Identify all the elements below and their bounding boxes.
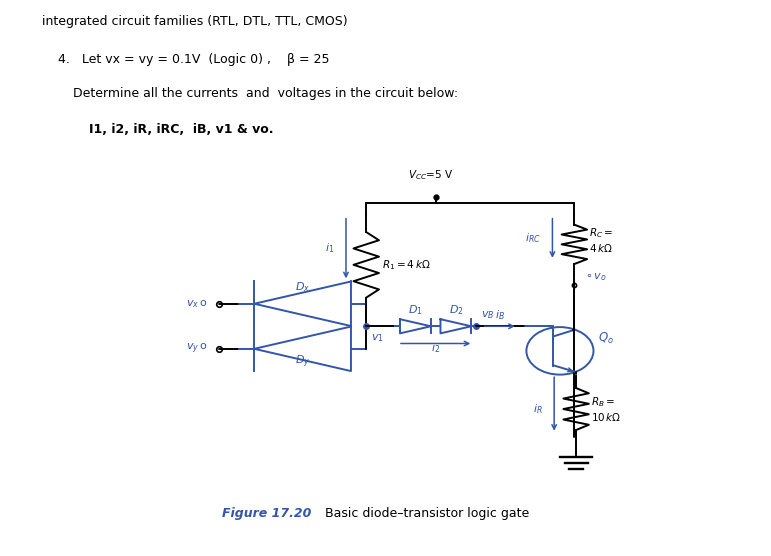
Text: $R_C=$
$4\,k\Omega$: $R_C=$ $4\,k\Omega$ [589, 226, 613, 254]
Text: $v_y\,$o: $v_y\,$o [186, 341, 207, 356]
Text: $i_{RC}$: $i_{RC}$ [525, 231, 541, 245]
Text: $D_x$: $D_x$ [295, 281, 310, 295]
Text: $D_2$: $D_2$ [449, 303, 463, 316]
Text: $i_R$: $i_R$ [533, 402, 543, 416]
Text: $\circ\,v_o$: $\circ\,v_o$ [584, 271, 607, 283]
Text: 4.   Let vx = vy = 0.1V  (Logic 0) ,    β = 25: 4. Let vx = vy = 0.1V (Logic 0) , β = 25 [58, 53, 329, 66]
Text: integrated circuit families (RTL, DTL, TTL, CMOS): integrated circuit families (RTL, DTL, T… [42, 15, 348, 28]
Text: $v_x\,$o: $v_x\,$o [186, 298, 207, 310]
Text: $D_1$: $D_1$ [408, 303, 423, 316]
Text: Figure 17.20: Figure 17.20 [222, 507, 311, 520]
Text: $i_B$: $i_B$ [496, 308, 505, 322]
Text: I1, i2, iR, iRC,  iB, v1 & vo.: I1, i2, iR, iRC, iB, v1 & vo. [89, 123, 273, 136]
Text: $v_B$: $v_B$ [481, 309, 494, 321]
Text: $D_y$: $D_y$ [295, 354, 310, 370]
Text: Basic diode–transistor logic gate: Basic diode–transistor logic gate [317, 507, 530, 520]
Text: $i_2$: $i_2$ [431, 341, 440, 355]
Text: $R_1=4\,k\Omega$: $R_1=4\,k\Omega$ [382, 258, 431, 272]
Text: $i_1$: $i_1$ [325, 241, 335, 255]
Text: Determine all the currents  and  voltages in the circuit below:: Determine all the currents and voltages … [73, 87, 459, 100]
Text: $Q_o$: $Q_o$ [598, 331, 614, 346]
Text: $v_1$: $v_1$ [371, 332, 384, 344]
Text: $V_{CC}$=5 V: $V_{CC}$=5 V [409, 168, 453, 182]
Text: $R_B=$
$10\,k\Omega$: $R_B=$ $10\,k\Omega$ [591, 395, 621, 423]
